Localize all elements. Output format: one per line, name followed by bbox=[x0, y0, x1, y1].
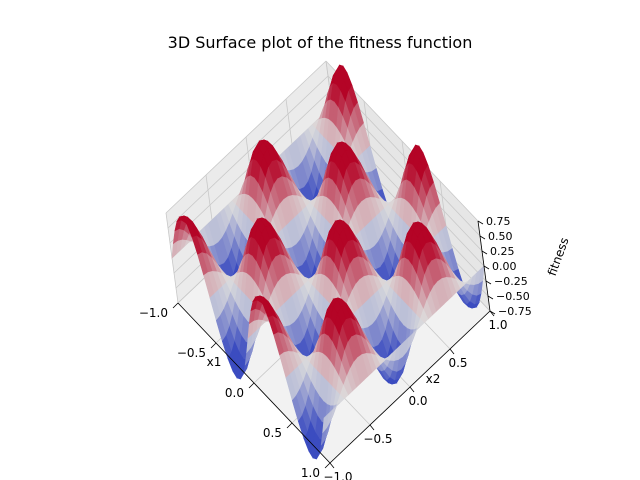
x1-axis-label: x1 bbox=[207, 355, 222, 369]
z-tick-label: −0.75 bbox=[498, 305, 532, 318]
x2-tick-label: 0.5 bbox=[448, 356, 467, 370]
grid-line bbox=[167, 75, 329, 229]
z-tick-label: −0.25 bbox=[494, 275, 528, 288]
chart-title: 3D Surface plot of the fitness function bbox=[167, 33, 473, 52]
surface-patch bbox=[322, 413, 329, 434]
x2-tick-label: 1.0 bbox=[488, 318, 507, 332]
x1-tick-label: 0.0 bbox=[225, 386, 244, 400]
z-axis-label: fitness bbox=[545, 236, 572, 278]
x2-tick-label: −0.5 bbox=[363, 432, 392, 446]
x1-tick-label: −1.0 bbox=[139, 306, 168, 320]
z-tick-label: 0.00 bbox=[492, 260, 517, 273]
x2-axis-label: x2 bbox=[426, 372, 441, 386]
axis-lines bbox=[172, 220, 496, 469]
x1-tick-label: 0.5 bbox=[263, 426, 282, 440]
x2-tick-label: 0.0 bbox=[408, 394, 427, 408]
z-tick-label: 0.25 bbox=[490, 245, 515, 258]
x1-tick-label: −0.5 bbox=[177, 346, 206, 360]
x2-tick-label: −1.0 bbox=[323, 470, 352, 480]
z-tick-label: 0.75 bbox=[486, 215, 511, 228]
fitness-surface bbox=[171, 64, 485, 460]
z-tick-label: −0.50 bbox=[496, 290, 530, 303]
x1-tick-label: 1.0 bbox=[301, 466, 320, 480]
z-tick-label: 0.50 bbox=[488, 230, 513, 243]
tick-labels: −1.0−0.50.00.51.0 −1.0−0.50.00.51.0−0.75−… bbox=[139, 215, 532, 480]
grid-line bbox=[165, 60, 327, 214]
